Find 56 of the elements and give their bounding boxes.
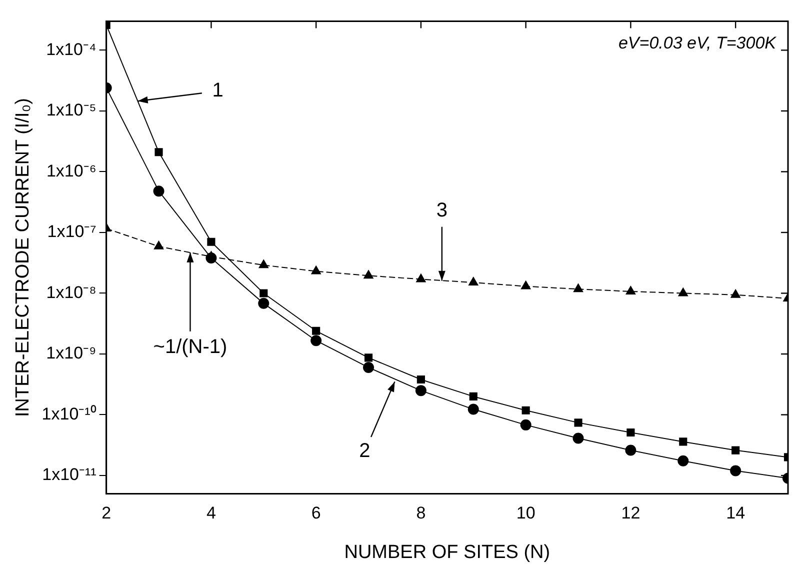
x-tick-label: 2 xyxy=(102,504,112,523)
x-tick-label: 8 xyxy=(416,504,426,523)
point xyxy=(311,266,321,274)
y-tick-label: 1x10⁻⁴ xyxy=(46,40,96,59)
point xyxy=(312,326,320,335)
point xyxy=(520,419,532,430)
point xyxy=(258,298,270,309)
point xyxy=(260,289,268,298)
point xyxy=(625,444,636,456)
point xyxy=(364,270,374,279)
point xyxy=(572,432,584,444)
y-tick-label: 1x10⁻¹⁰ xyxy=(42,404,96,424)
point xyxy=(154,240,164,250)
y-axis-title: INTER-ELECTRODE CURRENT (I/I₀) xyxy=(12,98,34,417)
point xyxy=(730,465,742,476)
annotation: 2 xyxy=(359,440,370,462)
annotation: 3 xyxy=(436,199,448,222)
annotation: 1 xyxy=(212,80,224,102)
x-tick-label: 14 xyxy=(726,504,746,523)
y-tick-label: 1x10⁻⁶ xyxy=(46,161,96,180)
point xyxy=(416,375,425,384)
x-tick-label: 12 xyxy=(621,504,640,523)
point xyxy=(573,284,584,292)
y-tick-label: 1x10⁻⁸ xyxy=(46,282,96,302)
point xyxy=(364,354,373,362)
point xyxy=(153,186,164,197)
point xyxy=(678,455,689,466)
annotation: eV=0.03 eV, T=300K xyxy=(618,33,777,52)
point xyxy=(679,438,688,446)
point xyxy=(732,446,740,454)
x-axis-title: NUMBER OF SITES (N) xyxy=(344,542,550,563)
point xyxy=(363,362,374,373)
x-tick-label: 4 xyxy=(206,504,216,523)
point xyxy=(730,289,740,298)
point xyxy=(310,335,322,346)
point xyxy=(574,418,582,427)
y-tick-label: 1x10⁻⁹ xyxy=(46,344,96,363)
point xyxy=(415,385,426,396)
point xyxy=(416,274,426,282)
y-tick-label: 1x10⁻⁷ xyxy=(47,222,96,242)
point xyxy=(522,406,530,414)
x-tick-label: 10 xyxy=(516,504,536,523)
point xyxy=(678,288,688,296)
point xyxy=(626,428,635,437)
y-tick-label: 1x10⁻¹¹ xyxy=(42,465,97,484)
point xyxy=(207,238,216,246)
point xyxy=(468,277,478,286)
annotation: ~1/(N-1) xyxy=(153,336,228,358)
point xyxy=(154,148,163,156)
point xyxy=(520,280,531,290)
point xyxy=(469,392,478,400)
y-tick-label: 1x10⁻⁵ xyxy=(46,100,96,120)
point xyxy=(626,286,636,294)
point xyxy=(468,404,479,415)
x-tick-label: 6 xyxy=(311,504,321,523)
point xyxy=(258,260,268,268)
